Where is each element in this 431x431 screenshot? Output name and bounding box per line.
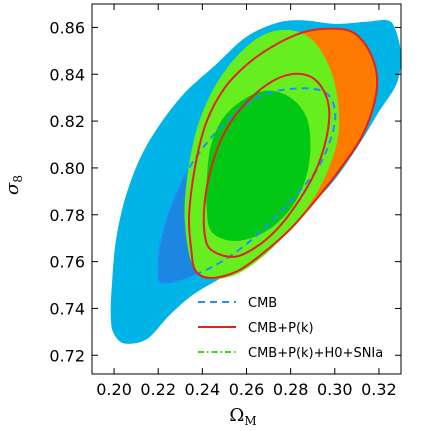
legend: CMB CMB+P(k) CMB+P(k)+H0+SNIa — [198, 296, 383, 361]
contour-line-cmb-p-k-68 — [202, 72, 331, 258]
x-tick-label: 0.24 — [185, 380, 221, 399]
x-tick-label: 0.22 — [140, 380, 176, 399]
y-tick-label: 0.74 — [49, 299, 85, 318]
x-axis-label-symbol: Ω — [229, 405, 244, 426]
x-tick-label: 0.30 — [317, 380, 353, 399]
legend-label-cmb: CMB — [248, 296, 277, 311]
y-tick-label: 0.80 — [49, 159, 85, 178]
y-axis-label-symbol: σ — [2, 182, 23, 195]
contour-line-cmb-p-k-95 — [187, 27, 379, 280]
contour-layer — [110, 19, 402, 344]
x-tick-label: 0.20 — [96, 380, 132, 399]
x-tick-label: 0.28 — [273, 380, 309, 399]
y-tick-label: 0.78 — [49, 206, 85, 225]
y-axis-label: σ8 — [2, 175, 25, 195]
legend-label-cmb-pk-h0-snia: CMB+P(k)+H0+SNIa — [248, 346, 383, 361]
x-axis-label: ΩM — [229, 405, 256, 428]
x-tick-label: 0.26 — [229, 380, 265, 399]
y-axis-label-subscript: 8 — [11, 175, 25, 183]
x-axis-label-subscript: M — [244, 414, 256, 428]
x-tick-label: 0.32 — [361, 380, 397, 399]
contour-fill-cmb-p-k-h0-snia-68 — [206, 90, 311, 241]
y-tick-label: 0.86 — [49, 18, 85, 37]
y-tick-label: 0.72 — [49, 346, 85, 365]
axis-ticks: 0.20 0.22 0.24 0.26 0.28 0.30 0.32 0.72 0.74 0.76… — [49, 4, 401, 399]
y-tick-label: 0.84 — [49, 65, 85, 84]
y-tick-label: 0.82 — [49, 112, 85, 131]
y-tick-label: 0.76 — [49, 253, 85, 272]
legend-label-cmb-pk: CMB+P(k) — [248, 321, 314, 336]
